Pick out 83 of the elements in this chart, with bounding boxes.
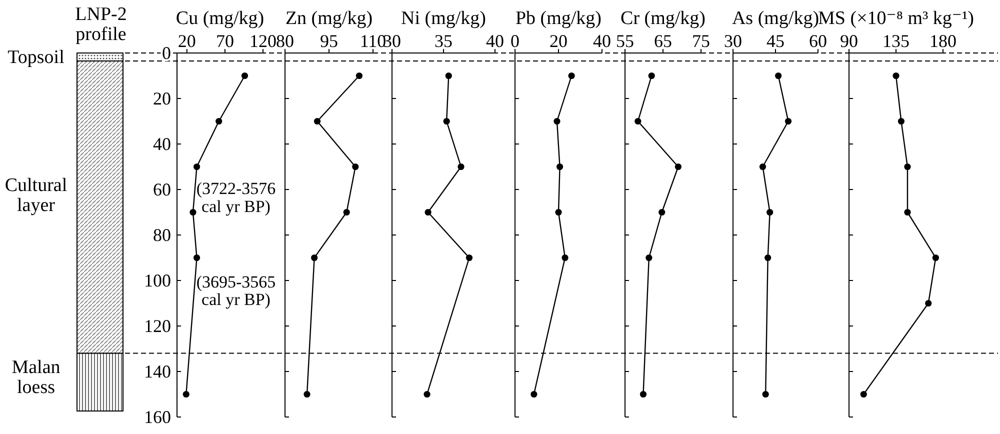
point bbox=[932, 254, 939, 262]
point bbox=[443, 118, 450, 125]
point bbox=[356, 72, 363, 80]
x-tick-label: 80 bbox=[276, 31, 294, 51]
x-tick-label: 45 bbox=[766, 31, 784, 51]
point bbox=[648, 72, 655, 80]
chart-title: Cu (mg/kg) bbox=[176, 8, 264, 29]
point bbox=[424, 390, 430, 398]
point bbox=[759, 163, 766, 170]
point bbox=[904, 163, 911, 170]
point bbox=[314, 118, 321, 125]
point bbox=[766, 208, 774, 216]
point bbox=[646, 254, 652, 262]
x-tick-label: 35 bbox=[434, 31, 452, 51]
chart-title: Zn (mg/kg) bbox=[285, 8, 373, 29]
y-tick-label: 160 bbox=[144, 407, 171, 427]
point bbox=[311, 254, 318, 262]
annotation: (3722-3576 cal yr BP) bbox=[196, 179, 276, 216]
chart-title: Ni (mg/kg) bbox=[401, 8, 486, 29]
y-tick-label: 100 bbox=[144, 270, 171, 290]
x-tick-label: 120 bbox=[250, 31, 276, 51]
x-tick-label: 30 bbox=[724, 31, 742, 51]
point bbox=[904, 208, 911, 216]
point bbox=[190, 208, 196, 216]
point bbox=[304, 390, 310, 398]
point bbox=[241, 72, 248, 80]
point bbox=[674, 163, 682, 170]
x-tick-label: 70 bbox=[216, 31, 234, 51]
x-tick-label: 75 bbox=[692, 31, 710, 51]
point bbox=[424, 208, 432, 216]
point bbox=[530, 390, 538, 398]
x-tick-label: 95 bbox=[320, 31, 338, 51]
point bbox=[216, 118, 222, 125]
point bbox=[784, 118, 792, 125]
point bbox=[193, 163, 200, 170]
x-tick-label: 55 bbox=[616, 31, 634, 51]
chart-title: Cr (mg/kg) bbox=[620, 8, 706, 29]
y-tick-label: 80 bbox=[153, 225, 171, 245]
x-tick-label: 180 bbox=[930, 31, 956, 51]
point bbox=[343, 208, 350, 216]
text: LNP-2 profile bbox=[75, 4, 127, 45]
point bbox=[762, 390, 769, 398]
point bbox=[554, 118, 560, 125]
x-tick-label: 135 bbox=[882, 31, 910, 51]
annotation: (3695-3565 cal yr BP) bbox=[196, 272, 276, 310]
x-tick-label: 40 bbox=[593, 31, 611, 51]
x-tick-label: 0 bbox=[510, 31, 520, 51]
chart-title: MS (×10⁻⁸ m³ kg⁻¹) bbox=[818, 8, 974, 29]
text: Cultural layer bbox=[4, 174, 68, 216]
point bbox=[182, 390, 190, 398]
y-tick-label: 120 bbox=[144, 316, 171, 336]
point bbox=[555, 208, 562, 216]
point bbox=[634, 118, 642, 125]
point bbox=[658, 208, 666, 216]
x-tick-label: 40 bbox=[486, 31, 504, 51]
point bbox=[925, 300, 932, 307]
chart-title: As (mg/kg) bbox=[732, 8, 820, 29]
point bbox=[764, 254, 772, 262]
text: Topsoil bbox=[8, 46, 64, 68]
point bbox=[640, 390, 647, 398]
y-tick-label: 40 bbox=[153, 134, 171, 154]
text: Malan loess bbox=[12, 356, 61, 398]
point bbox=[892, 72, 900, 80]
chart-title: Pb (mg/kg) bbox=[515, 8, 602, 29]
x-tick-label: 90 bbox=[840, 31, 858, 51]
y-tick-label: 20 bbox=[153, 88, 171, 108]
point bbox=[568, 72, 575, 80]
y-tick-label: 60 bbox=[153, 180, 171, 200]
point bbox=[562, 254, 568, 262]
point bbox=[466, 254, 473, 262]
x-tick-label: 20 bbox=[178, 31, 196, 51]
point bbox=[775, 72, 782, 80]
point bbox=[898, 118, 905, 125]
x-tick-label: 60 bbox=[809, 31, 827, 51]
point bbox=[352, 163, 359, 170]
point bbox=[193, 254, 200, 262]
x-tick-label: 20 bbox=[550, 31, 568, 51]
point bbox=[556, 163, 564, 170]
y-tick-label: 140 bbox=[144, 362, 171, 382]
point bbox=[860, 390, 867, 398]
point bbox=[458, 163, 464, 170]
x-tick-label: 65 bbox=[654, 31, 672, 51]
point bbox=[445, 72, 452, 80]
